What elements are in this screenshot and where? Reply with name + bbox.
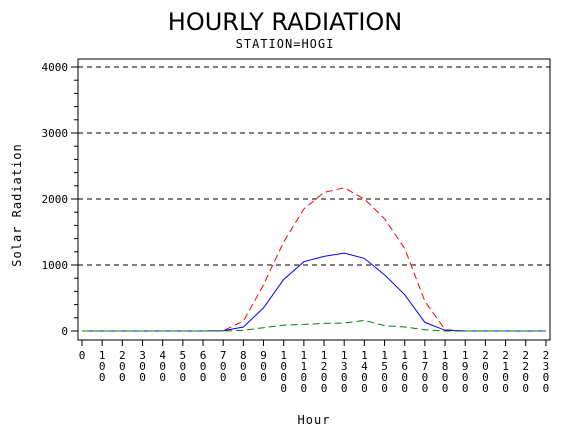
x-tick-label: 0 xyxy=(79,349,86,362)
y-tick-label: 1000 xyxy=(42,259,69,272)
series-line-3 xyxy=(82,319,546,332)
y-tick-label: 2000 xyxy=(42,193,69,206)
y-tick-label: 0 xyxy=(61,325,68,338)
y-axis-label: Solar Radiation xyxy=(10,143,24,266)
x-axis-label: Hour xyxy=(298,413,331,427)
grid-lines xyxy=(78,66,550,266)
y-tick-label: 3000 xyxy=(42,127,69,140)
x-axis: 0 1 0 0 2 0 0 3 0 0 4 0 0 5 0 0 6 0 0 7 0 0 8 0 0 9 0 0 1 0 0 0 1 1 0 0 1 2 0 0… xyxy=(79,340,550,395)
y-axis: 0 1000 2000 3000 4000 xyxy=(42,61,78,338)
chart-title: HOURLY RADIATION xyxy=(168,8,402,36)
chart-subtitle: STATION=HOGI xyxy=(236,37,335,51)
series-group xyxy=(82,187,546,332)
y-tick-label: 4000 xyxy=(42,61,69,74)
